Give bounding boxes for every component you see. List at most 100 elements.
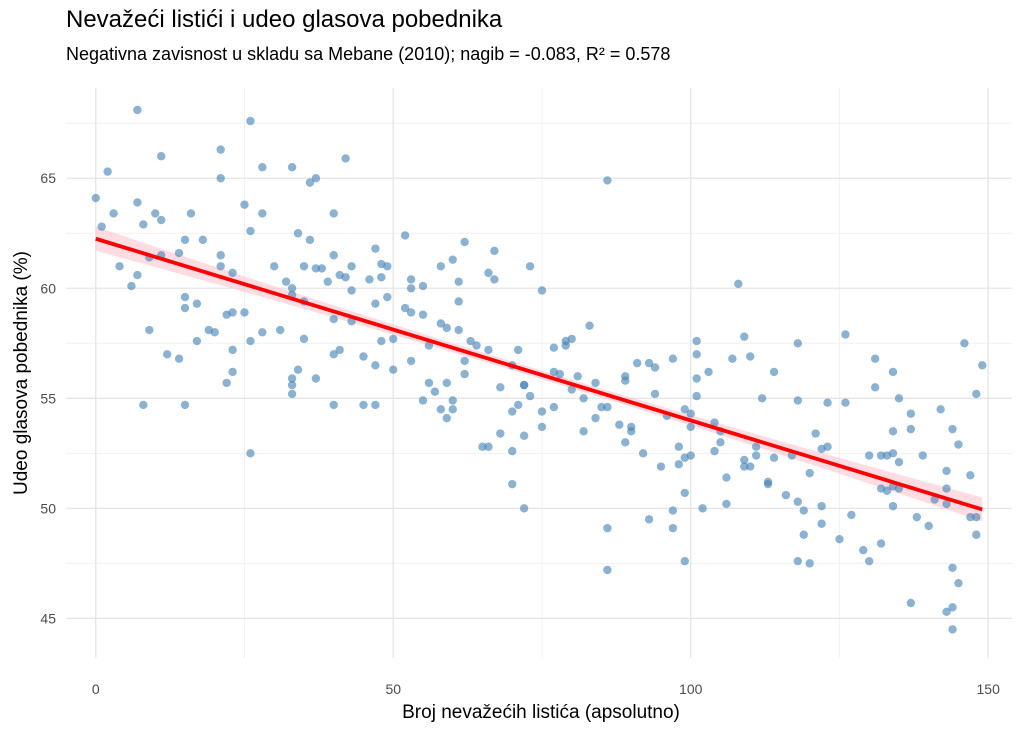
data-point	[329, 251, 338, 260]
data-point	[603, 523, 612, 533]
data-point	[847, 510, 856, 520]
data-point	[371, 299, 380, 308]
data-point	[912, 512, 922, 522]
data-point	[621, 438, 630, 447]
regression-line-path	[95, 236, 983, 512]
data-point	[198, 235, 208, 245]
x-tick-label: 150	[977, 681, 1001, 697]
data-point	[139, 220, 148, 229]
data-point	[746, 462, 755, 471]
y-tick-label: 65	[40, 170, 56, 186]
data-point	[162, 350, 172, 359]
data-point	[882, 486, 892, 495]
data-point	[293, 365, 303, 374]
data-point	[287, 380, 297, 390]
data-point	[460, 237, 469, 247]
data-point	[216, 251, 225, 260]
data-point	[472, 341, 481, 350]
data-point	[573, 372, 582, 381]
data-point	[513, 400, 523, 410]
data-point	[383, 262, 392, 271]
x-tick-label: 50	[385, 681, 401, 697]
data-point	[650, 389, 660, 399]
data-point	[222, 378, 231, 388]
data-point	[460, 356, 469, 366]
data-point	[948, 603, 957, 612]
data-point	[698, 504, 707, 513]
data-point	[948, 625, 957, 634]
data-point	[656, 462, 666, 471]
data-point	[525, 391, 535, 401]
data-point	[769, 453, 779, 462]
data-point	[341, 273, 350, 282]
data-point	[692, 391, 701, 401]
data-point	[567, 385, 576, 394]
data-point	[156, 215, 166, 225]
data-point	[490, 275, 499, 284]
data-point	[258, 209, 267, 218]
data-point	[406, 275, 416, 284]
data-point	[793, 556, 803, 566]
data-point	[359, 400, 368, 410]
data-point	[448, 255, 457, 264]
data-point	[823, 398, 832, 407]
data-point	[704, 367, 713, 377]
data-point	[674, 442, 684, 451]
data-point	[668, 506, 678, 515]
data-point	[811, 429, 820, 438]
data-point	[335, 345, 344, 355]
data-point	[978, 361, 987, 370]
data-point	[841, 330, 850, 339]
data-point	[436, 262, 446, 271]
data-point	[805, 468, 814, 478]
data-point	[865, 451, 874, 460]
data-point	[734, 279, 743, 289]
data-point	[400, 231, 410, 240]
data-point	[870, 383, 880, 392]
data-point	[258, 328, 267, 337]
data-point	[216, 262, 225, 271]
data-point	[525, 262, 535, 271]
data-point	[115, 262, 124, 271]
data-point	[145, 325, 154, 335]
data-point	[519, 380, 529, 390]
data-point	[763, 479, 773, 489]
data-point	[454, 297, 463, 306]
data-point	[133, 270, 142, 280]
data-point	[180, 235, 190, 245]
data-point	[859, 545, 868, 555]
data-point	[258, 163, 267, 172]
data-point	[918, 451, 927, 460]
data-point	[377, 273, 386, 282]
data-point	[888, 367, 898, 377]
data-point	[442, 378, 451, 388]
data-point	[371, 244, 380, 253]
data-point	[180, 303, 190, 313]
data-point	[186, 209, 196, 218]
data-point	[603, 176, 612, 185]
data-point	[127, 281, 136, 291]
data-point	[484, 442, 493, 451]
data-point	[668, 354, 678, 363]
data-point	[299, 334, 309, 344]
data-point	[347, 286, 356, 295]
data-point	[722, 499, 731, 509]
data-point	[740, 462, 749, 471]
data-point	[246, 336, 255, 346]
data-point	[632, 358, 642, 368]
data-point	[436, 405, 446, 414]
data-point	[757, 394, 767, 403]
data-point	[240, 200, 249, 209]
data-point	[650, 363, 660, 372]
data-point	[448, 405, 457, 414]
data-point	[668, 523, 678, 533]
data-point	[365, 275, 374, 284]
data-point	[329, 350, 338, 359]
y-tick-label: 50	[40, 500, 56, 516]
data-point	[906, 409, 916, 418]
data-point	[275, 325, 285, 335]
data-point	[906, 424, 916, 434]
data-point	[383, 292, 392, 302]
data-point	[406, 308, 416, 317]
